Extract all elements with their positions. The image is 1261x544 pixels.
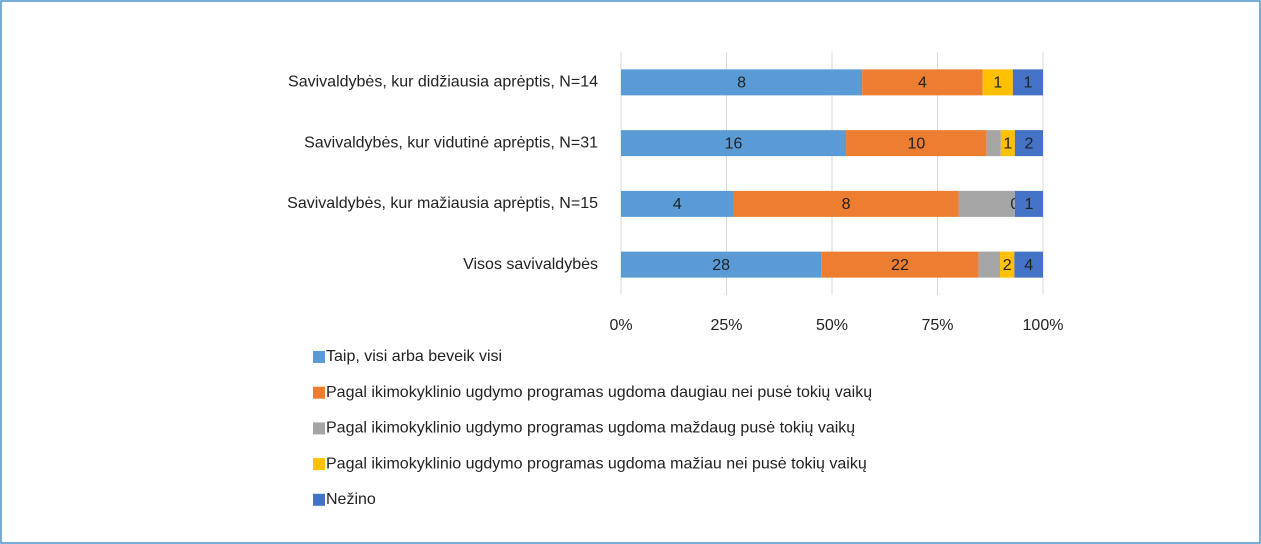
y-tick-label: Savivaldybės, kur vidutinė aprėptis, N=3… xyxy=(304,134,598,151)
bar-segment xyxy=(1000,251,1015,278)
bar-segment xyxy=(821,251,979,278)
bar-segment xyxy=(862,69,983,96)
bar-segment xyxy=(1000,130,1015,157)
bar-segment xyxy=(958,190,1015,217)
data-label: 1 xyxy=(1024,196,1033,213)
data-label: 8 xyxy=(737,75,746,92)
bar-segment xyxy=(1014,130,1043,157)
legend-swatch xyxy=(313,493,325,506)
data-label: 4 xyxy=(1024,257,1033,274)
bar-segment xyxy=(846,130,987,157)
legend-label: Taip, visi arba beveik visi xyxy=(326,348,502,365)
data-label: 8 xyxy=(842,196,851,213)
legend-label: Pagal ikimokyklinio ugdymo programas ugd… xyxy=(326,420,855,437)
bar-segment xyxy=(621,251,822,278)
bar-segment xyxy=(1012,69,1043,96)
x-tick-label: 25% xyxy=(710,317,742,334)
data-label: 1 xyxy=(1003,135,1012,152)
data-label: 2 xyxy=(1024,135,1033,152)
x-tick-label: 100% xyxy=(1023,317,1064,334)
x-tick-label: 75% xyxy=(921,317,953,334)
data-label: 16 xyxy=(725,135,743,152)
bar-segment xyxy=(621,130,847,157)
y-tick-label: Visos savivaldybės xyxy=(463,256,598,273)
data-label: 1 xyxy=(1023,75,1032,92)
legend-label: Pagal ikimokyklinio ugdymo programas ugd… xyxy=(326,455,867,472)
bar-segment xyxy=(621,190,734,217)
legend-swatch xyxy=(313,458,325,471)
data-label: 4 xyxy=(673,196,682,213)
bar-segment xyxy=(1014,190,1043,217)
bar-segment xyxy=(986,130,1001,157)
legend-label: Nežino xyxy=(326,491,376,508)
y-tick-label: Savivaldybės, kur mažiausia aprėptis, N=… xyxy=(287,195,598,212)
y-tick-label: Savivaldybės, kur didžiausia aprėptis, N… xyxy=(288,74,598,91)
data-label: 28 xyxy=(712,257,730,274)
data-label: 22 xyxy=(891,257,909,274)
bar-segment xyxy=(982,69,1013,96)
x-tick-label: 0% xyxy=(609,317,632,334)
legend-swatch xyxy=(313,422,325,435)
legend-swatch xyxy=(313,351,325,363)
legend-label: Pagal ikimokyklinio ugdymo programas ugd… xyxy=(326,384,872,401)
data-label: 2 xyxy=(1003,257,1012,274)
data-label: 4 xyxy=(918,75,927,92)
data-label: 1 xyxy=(993,75,1002,92)
data-label: 10 xyxy=(908,135,926,152)
bar-segment xyxy=(978,251,1001,278)
x-tick-label: 50% xyxy=(816,317,848,334)
bar-segment xyxy=(1014,251,1043,278)
legend-swatch xyxy=(313,386,325,399)
bar-segment xyxy=(621,69,863,96)
bar-segment xyxy=(733,190,959,217)
